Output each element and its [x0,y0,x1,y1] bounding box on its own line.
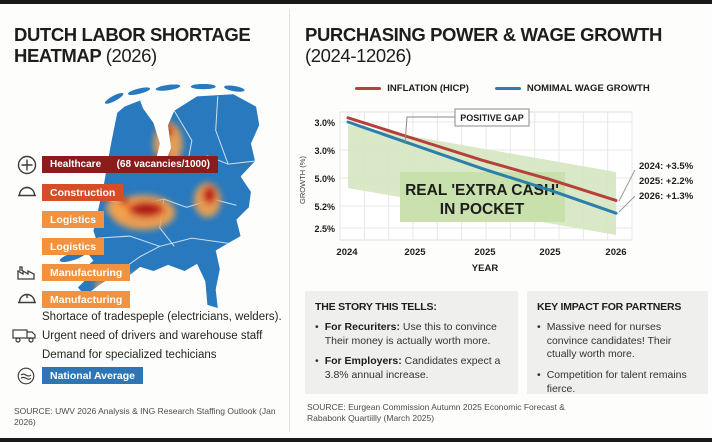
note-tradespeople: Shortace of tradespeple (electricians, w… [42,311,282,323]
bullet-dot: • [315,321,319,333]
legend-item-wage-growth: NOMIMAL WAGE GROWTH [494,83,650,94]
bullet-dot: • [315,355,319,368]
bullet-lead: For Recuriters: [324,321,400,333]
left-title-line1: DUTCH LABOR SHORTAGE [14,24,251,45]
right-source-line1: SOURCE: Eurgean Commission Autumn 2025 E… [307,402,565,412]
y-axis-tick-labels: 3.0% 3.0% 5.0% 5.2% 2.5% [314,118,335,234]
construction-badge: Construction [42,184,124,201]
svg-text:2026: 2026 [605,247,626,258]
healthcare-value: (68 vacancies/1000) [116,159,210,170]
left-source: SOURCE: UWV 2026 Analysis & ING Research… [14,406,276,428]
impact-box-title: KEY IMPACT FOR PARTNERS [537,301,682,313]
note-technicians: Demand for specialized techicians [42,349,217,361]
left-title-line2: HEATMAP [14,45,101,67]
story-box-title: THE STORY THIS TELLS: [315,301,437,313]
svg-text:3.0%: 3.0% [314,146,335,156]
legend-row-logistics-2: Logistics [42,238,105,255]
right-title-line1: PURCHASING POWER & WAGE GROWTH [305,24,662,45]
extra-cash-label: REAL 'EXTRA CASH' IN POCKET [400,172,565,222]
story-bullet-employers: • For Employers: Candidates expect a 3.8… [315,355,508,382]
svg-text:2024: 2024 [336,247,358,258]
national-average-icon [17,367,35,385]
national-average-row: National Average [42,367,143,384]
svg-text:2024: +3.5%: 2024: +3.5% [639,161,694,172]
story-bullet-recruiters: • For Recuriters: Use this to convince T… [315,321,508,348]
story-box: THE STORY THIS TELLS: • For Recuriters: … [305,291,518,394]
truck-icon [12,329,36,343]
right-source: SOURCE: Eurgean Commission Autumn 2025 E… [307,402,637,424]
right-panel-title: PURCHASING POWER & WAGE GROWTH (2024-120… [305,24,705,67]
svg-text:IN POCKET: IN POCKET [440,201,525,218]
impact-box: KEY IMPACT FOR PARTNERS • Massive need f… [527,291,708,396]
impact-bullet-nurses: • Massive need for nurses convince candi… [537,321,698,362]
hard-hat-icon [18,293,36,304]
medical-cross-icon [17,155,37,175]
bullet-text: Competition for talent remains fierce. [546,368,687,395]
inflation-line [346,116,618,202]
annotation-leader-lines [618,169,636,213]
svg-text:REAL 'EXTRA CASH': REAL 'EXTRA CASH' [405,182,559,199]
wage-legend-label: NOMIMAL WAGE GROWTH [526,83,650,94]
svg-text:5.0%: 5.0% [314,174,335,184]
logistics-badge: Logistics [42,211,105,228]
bullet-text: Use this to convince Their money is actu… [324,321,497,347]
legend-row-manufacturing-2: Manufacturing [42,291,131,308]
legend-item-inflation: INFLATION (HICP) [355,83,469,94]
svg-text:2.5%: 2.5% [314,224,335,234]
factory-icon [17,266,35,280]
left-panel-title: DUTCH LABOR SHORTAGE HEATMAP (2026) [14,24,284,67]
x-axis-tick-labels: 2024 2025 2025 2025 2026 [336,247,626,258]
wadden-islands [104,84,245,104]
note-drivers: Urgent need of drivers and warehouse sta… [42,330,263,342]
impact-bullet-competition: • Competition for talent remains fierce. [537,369,698,396]
inflation-legend-label: INFLATION (HICP) [387,83,469,94]
svg-text:5.2%: 5.2% [314,202,335,212]
y-axis-title: GROWTH (%) [298,156,307,204]
legend-row-manufacturing-1: Manufacturing [42,264,131,281]
bullet-lead: For Employers: [324,355,402,368]
wage-inflation-chart: REAL 'EXTRA CASH' IN POCKET POSITIVE GAP… [298,108,694,274]
manufacturing-badge: Manufacturing [42,291,131,308]
annotation-labels: 2024: +3.5% 2025: +2.2% 2026: +1.3% [639,161,694,202]
healthcare-badge: Healthcare (68 vacancies/1000) [42,156,218,173]
panel-divider [289,10,290,432]
bullet-dot: • [537,368,541,381]
hard-hat-icon [18,186,36,197]
top-border-strip [0,0,712,4]
left-title-year: (2026) [105,45,157,67]
bullet-text: Candidates expect a 3.8% annual increase… [324,355,501,381]
svg-text:2025: 2025 [404,247,426,258]
bullet-text: Massive need for nurses convince candida… [546,321,672,361]
svg-text:2025: 2025 [474,247,496,258]
svg-text:2025: +2.2%: 2025: +2.2% [639,176,694,187]
wage-growth-line [346,120,618,215]
manufacturing-badge: Manufacturing [42,264,131,281]
inflation-line-swatch [355,87,382,90]
healthcare-label: Healthcare [50,159,102,170]
legend-row-construction: Construction [42,184,124,201]
chart-legend: INFLATION (HICP) NOMIMAL WAGE GROWTH [330,83,675,94]
svg-text:2026: +1.3%: 2026: +1.3% [639,191,694,202]
bullet-dot: • [537,321,541,333]
logistics-badge: Logistics [42,238,105,255]
bottom-border-strip [0,438,712,442]
positive-gap-callout: POSITIVE GAP [404,108,530,145]
x-axis-title: YEAR [472,263,499,274]
right-source-line2: Rababonk Quartiilly (March 2025) [307,413,435,424]
svg-text:2025: 2025 [539,247,561,258]
legend-row-logistics-1: Logistics [42,211,105,228]
right-title-year: (2024-12026) [305,45,412,67]
national-average-badge: National Average [42,367,143,384]
svg-text:3.0%: 3.0% [314,118,335,128]
svg-text:POSITIVE GAP: POSITIVE GAP [460,113,524,123]
wage-line-swatch [494,87,521,90]
legend-row-healthcare: Healthcare (68 vacancies/1000) [42,156,218,173]
netherlands-heatmap [56,84,260,308]
